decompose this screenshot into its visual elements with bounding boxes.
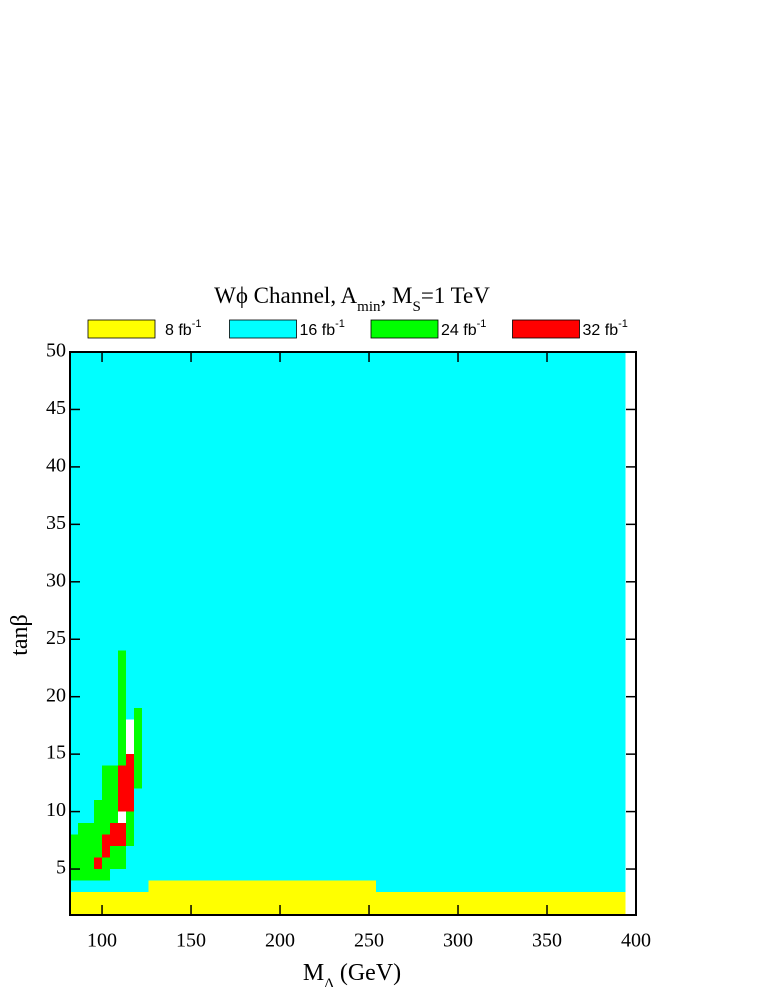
region-cell bbox=[78, 823, 87, 881]
legend-name: 8 fb bbox=[165, 322, 192, 339]
chart-title-part: Wϕ Channel, A bbox=[214, 283, 357, 308]
y-tick-label: 45 bbox=[46, 397, 66, 419]
region-cell bbox=[126, 754, 135, 812]
y-tick-label: 25 bbox=[46, 627, 66, 649]
x-tick-label: 100 bbox=[87, 930, 117, 952]
y-tick-label: 15 bbox=[46, 742, 66, 764]
legend-label: 8 fb-1 bbox=[165, 318, 201, 339]
y-tick-label: 30 bbox=[46, 569, 66, 591]
region-cell bbox=[134, 708, 143, 789]
x-tick-label: 400 bbox=[621, 930, 651, 952]
x-tick-label: 350 bbox=[532, 930, 562, 952]
region-cell bbox=[94, 800, 103, 881]
region-cell bbox=[118, 765, 127, 812]
legend-label: 32 fb-1 bbox=[583, 318, 628, 339]
y-tick-label: 35 bbox=[46, 512, 66, 534]
legend-name: 16 fb bbox=[300, 322, 336, 339]
y-tick-label: 50 bbox=[46, 340, 66, 362]
region-cell bbox=[110, 765, 119, 870]
region-cell bbox=[118, 811, 127, 824]
region-cell bbox=[148, 880, 377, 893]
legend-exponent: -1 bbox=[192, 318, 202, 330]
chart-title: Wϕ Channel, Amin, MS=1 TeV bbox=[214, 283, 490, 315]
x-tick-label: 200 bbox=[265, 930, 295, 952]
legend-exponent: -1 bbox=[618, 318, 628, 330]
legend-label: 24 fb-1 bbox=[441, 318, 486, 339]
region-cell bbox=[70, 834, 79, 881]
region-cell bbox=[70, 892, 626, 915]
legend-label: 16 fb-1 bbox=[300, 318, 345, 339]
legend-swatch bbox=[229, 319, 297, 339]
x-axis-label: MΔ (GeV) bbox=[303, 960, 401, 987]
x-axis-label-part: M bbox=[303, 960, 324, 986]
legend-swatch bbox=[512, 319, 580, 339]
x-tick-label: 250 bbox=[354, 930, 384, 952]
y-tick-label: 5 bbox=[56, 857, 66, 879]
chart-title-part: min bbox=[357, 299, 381, 315]
plot-frame bbox=[69, 351, 637, 916]
region-cell bbox=[86, 823, 95, 881]
chart-title-part: S bbox=[412, 299, 420, 315]
legend-name: 24 fb bbox=[441, 322, 477, 339]
region-cell bbox=[126, 719, 135, 755]
x-axis-label-part: Δ bbox=[324, 976, 334, 987]
region-cell bbox=[118, 823, 127, 847]
legend-exponent: -1 bbox=[477, 318, 487, 330]
region-cell bbox=[94, 857, 103, 870]
y-tick-label: 20 bbox=[46, 684, 66, 706]
region-cell bbox=[102, 834, 111, 858]
chart-title-part: , M bbox=[381, 283, 413, 308]
legend-exponent: -1 bbox=[335, 318, 345, 330]
region-cell bbox=[118, 650, 127, 870]
x-tick-label: 150 bbox=[176, 930, 206, 952]
legend-swatch bbox=[370, 319, 439, 339]
x-tick-label: 300 bbox=[443, 930, 473, 952]
region-cell bbox=[110, 823, 119, 847]
x-axis-label-part: (GeV) bbox=[334, 960, 401, 986]
chart-title-part: =1 TeV bbox=[421, 283, 490, 308]
legend-swatch bbox=[87, 319, 156, 339]
region-cell bbox=[70, 352, 626, 915]
y-axis-label: tanβ bbox=[7, 614, 33, 656]
region-cell bbox=[102, 765, 111, 881]
y-tick-label: 40 bbox=[46, 454, 66, 476]
legend-name: 32 fb bbox=[583, 322, 619, 339]
y-tick-label: 10 bbox=[46, 799, 66, 821]
